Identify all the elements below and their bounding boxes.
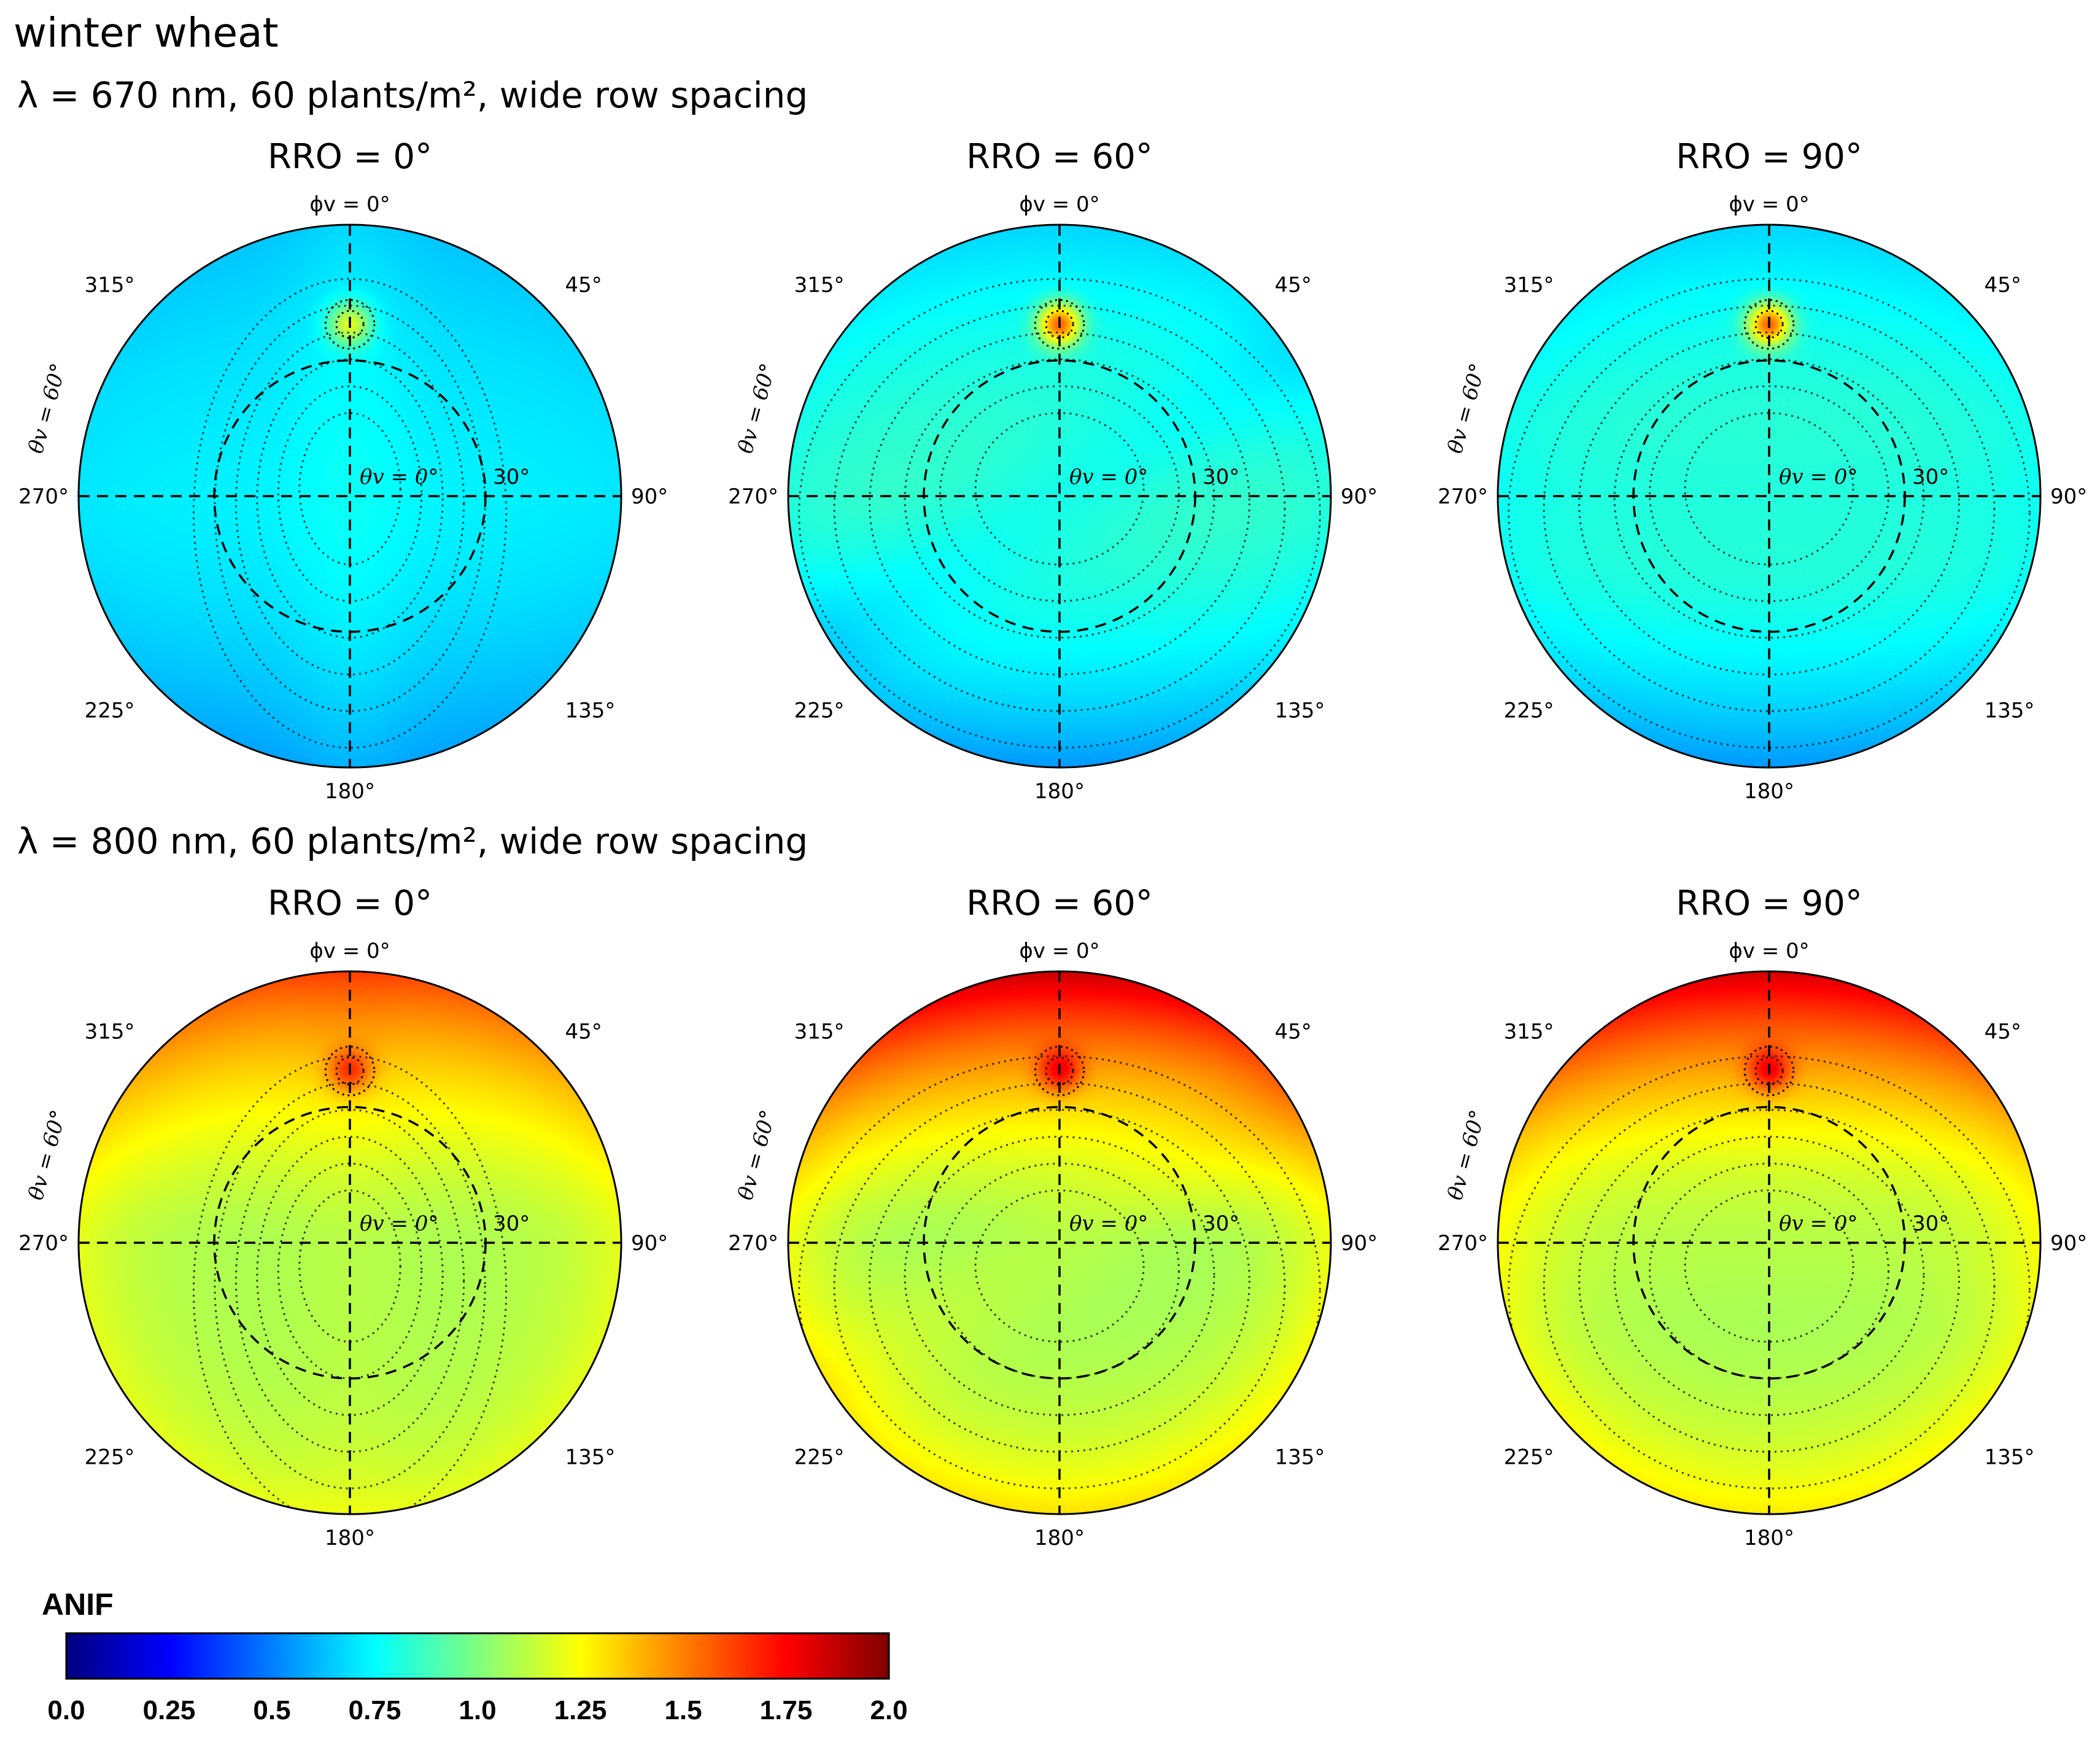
colorbar-tick-label: 1.75	[760, 1695, 813, 1725]
azimuth-label-45: 45°	[565, 273, 602, 298]
panel-title: RRO = 0°	[268, 137, 432, 177]
colorbar-tick-label: 1.5	[664, 1695, 702, 1725]
azimuth-label-135: 135°	[1274, 698, 1325, 723]
panel-title: RRO = 60°	[966, 884, 1153, 923]
azimuth-label-45: 45°	[1984, 273, 2021, 298]
azimuth-label-270: 270°	[1438, 1231, 1488, 1256]
radial-label-0: θv = 0°	[1779, 1211, 1858, 1236]
colorbar-tick-label: 0.5	[253, 1695, 290, 1725]
azimuth-label-270: 270°	[1438, 484, 1488, 509]
figure-title: winter wheat	[14, 9, 278, 56]
azimuth-label-0: ϕv = 0°	[309, 192, 390, 217]
azimuth-label-0: ϕv = 0°	[309, 939, 390, 963]
polar-panel-670nm-rro90: RRO = 90° ϕv = 0° 90° 270° 180° 45° 315° 135° 22…	[1438, 137, 2087, 804]
colorbar-tick-label: 0.25	[143, 1695, 196, 1725]
azimuth-label-315: 315°	[794, 273, 845, 298]
azimuth-label-270: 270°	[728, 484, 778, 509]
azimuth-label-90: 90°	[2050, 484, 2087, 509]
colorbar: ANIF 0.0 0.25 0.5 0.75 1.0 1.25 1.5 1.75 2.0	[42, 1587, 908, 1725]
azimuth-label-0: ϕv = 0°	[1729, 192, 1809, 217]
radial-label-30: 30°	[493, 1211, 530, 1236]
azimuth-label-225: 225°	[85, 1445, 135, 1469]
azimuth-label-180: 180°	[1034, 779, 1085, 804]
azimuth-label-315: 315°	[794, 1020, 845, 1044]
azimuth-label-0: ϕv = 0°	[1729, 939, 1809, 963]
polar-panel-800nm-rro0: RRO = 0° ϕv = 0° 90° 270° 180° 45° 315° 135° 225…	[18, 884, 668, 1550]
colorbar-tick-label: 0.75	[349, 1695, 401, 1725]
panel-title: RRO = 0°	[268, 884, 432, 923]
polar-panel-800nm-rro90: RRO = 90° ϕv = 0° 90° 270° 180° 45° 315° 135° 22…	[1438, 884, 2087, 1550]
azimuth-label-180: 180°	[325, 1526, 375, 1550]
azimuth-label-45: 45°	[565, 1020, 602, 1044]
azimuth-label-180: 180°	[1744, 1526, 1794, 1550]
colorbar-gradient	[66, 1633, 889, 1679]
azimuth-label-315: 315°	[85, 1020, 135, 1044]
azimuth-label-45: 45°	[1984, 1020, 2021, 1044]
radial-label-60: θv = 60°	[734, 361, 781, 456]
radial-label-30: 30°	[1912, 1211, 1949, 1236]
radial-label-0: θv = 0°	[360, 1211, 438, 1236]
azimuth-label-0: ϕv = 0°	[1019, 192, 1099, 217]
azimuth-label-315: 315°	[1504, 273, 1554, 298]
azimuth-label-180: 180°	[1744, 779, 1794, 804]
azimuth-label-135: 135°	[1984, 698, 2034, 723]
azimuth-label-135: 135°	[1984, 1445, 2034, 1469]
polar-panel-800nm-rro60: RRO = 60° ϕv = 0° 90° 270° 180° 45° 315° 135° 22…	[728, 884, 1377, 1550]
polar-panel-670nm-rro60: RRO = 60° ϕv = 0° 90° 270° 180° 45° 315° 135° 22…	[728, 137, 1377, 804]
row-subtitle-800: λ = 800 nm, 60 plants/m², wide row spaci…	[17, 820, 808, 862]
radial-label-30: 30°	[493, 465, 530, 489]
azimuth-label-180: 180°	[1034, 1526, 1085, 1550]
polar-panel-670nm-rro0: RRO = 0° ϕv = 0° 90° 270° 180° 45° 315° 135° 225…	[18, 137, 668, 804]
azimuth-label-315: 315°	[85, 273, 135, 298]
azimuth-label-315: 315°	[1504, 1020, 1554, 1044]
azimuth-label-225: 225°	[794, 1445, 845, 1469]
azimuth-label-90: 90°	[1341, 484, 1377, 509]
radial-label-30: 30°	[1912, 465, 1949, 489]
radial-label-60: θv = 60°	[1443, 1108, 1490, 1203]
radial-label-60: θv = 60°	[24, 1108, 71, 1203]
azimuth-label-225: 225°	[794, 698, 845, 723]
azimuth-label-270: 270°	[728, 1231, 778, 1256]
azimuth-label-90: 90°	[631, 1231, 668, 1256]
radial-label-0: θv = 0°	[360, 465, 438, 489]
azimuth-label-135: 135°	[565, 1445, 615, 1469]
azimuth-label-90: 90°	[631, 484, 668, 509]
colorbar-tick-label: 1.25	[554, 1695, 607, 1725]
azimuth-label-45: 45°	[1274, 1020, 1311, 1044]
colorbar-tick-label: 0.0	[47, 1695, 85, 1725]
azimuth-label-225: 225°	[85, 698, 135, 723]
panel-title: RRO = 60°	[966, 137, 1153, 177]
azimuth-label-45: 45°	[1274, 273, 1311, 298]
radial-label-0: θv = 0°	[1069, 1211, 1148, 1236]
azimuth-label-180: 180°	[325, 779, 375, 804]
azimuth-label-270: 270°	[18, 484, 69, 509]
figure: winter wheat λ = 670 nm, 60 plants/m², w…	[0, 0, 2100, 1745]
colorbar-tick-label: 2.0	[870, 1695, 907, 1725]
azimuth-label-90: 90°	[2050, 1231, 2087, 1256]
azimuth-label-225: 225°	[1504, 1445, 1554, 1469]
azimuth-label-225: 225°	[1504, 698, 1554, 723]
azimuth-label-135: 135°	[1274, 1445, 1325, 1469]
radial-label-0: θv = 0°	[1069, 465, 1148, 489]
radial-label-60: θv = 60°	[734, 1108, 781, 1203]
azimuth-label-0: ϕv = 0°	[1019, 939, 1099, 963]
colorbar-tick-label: 1.0	[459, 1695, 496, 1725]
radial-label-30: 30°	[1203, 465, 1239, 489]
radial-label-30: 30°	[1203, 1211, 1239, 1236]
panel-title: RRO = 90°	[1676, 137, 1862, 177]
azimuth-label-90: 90°	[1341, 1231, 1377, 1256]
azimuth-label-135: 135°	[565, 698, 615, 723]
panel-title: RRO = 90°	[1676, 884, 1862, 923]
radial-label-60: θv = 60°	[24, 361, 71, 456]
row-subtitle-670: λ = 670 nm, 60 plants/m², wide row spaci…	[17, 74, 808, 116]
colorbar-ticks: 0.0 0.25 0.5 0.75 1.0 1.25 1.5 1.75 2.0	[47, 1695, 907, 1725]
colorbar-label: ANIF	[42, 1587, 114, 1622]
azimuth-label-270: 270°	[18, 1231, 69, 1256]
radial-label-60: θv = 60°	[1443, 361, 1490, 456]
radial-label-0: θv = 0°	[1779, 465, 1858, 489]
